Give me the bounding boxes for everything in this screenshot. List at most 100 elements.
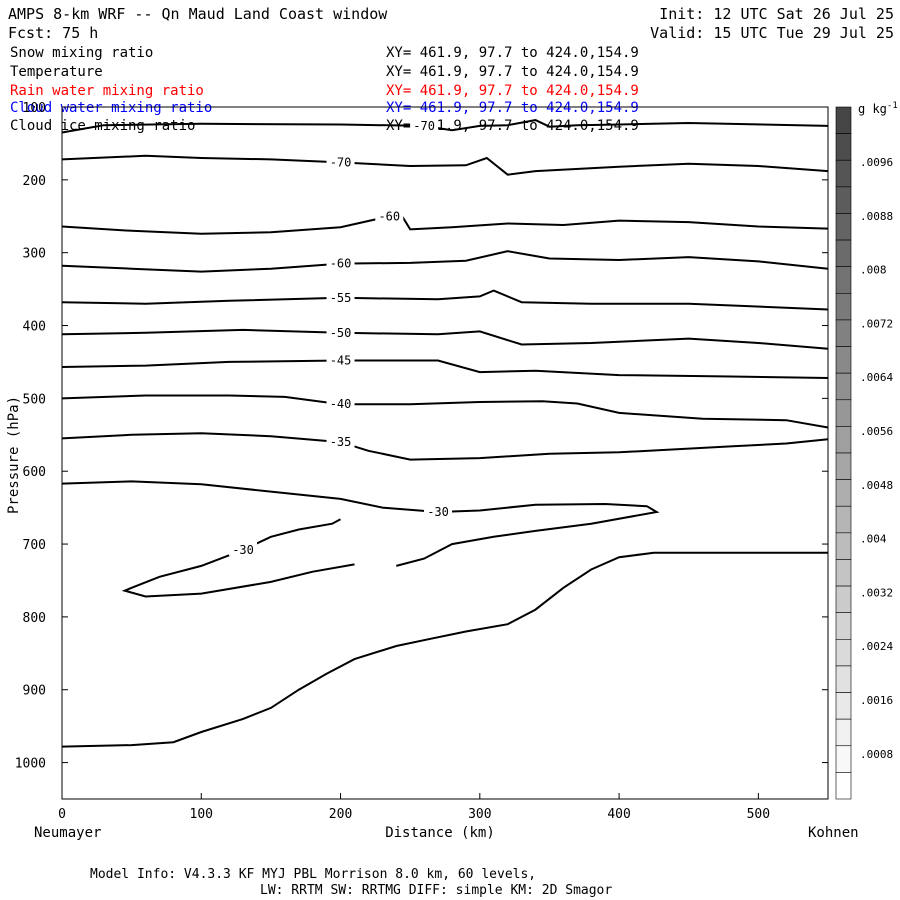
isotherm-label: -30: [232, 543, 254, 557]
colorbar-label: .0088: [860, 210, 893, 223]
isotherm-label-bg: [326, 324, 355, 339]
field-name-rain: Rain water mixing ratio: [10, 83, 204, 99]
y-tick-label: 700: [23, 538, 46, 553]
colorbar-segment: [835, 266, 852, 294]
colorbar-label: .008: [860, 264, 887, 277]
isotherm-line: [61, 480, 660, 567]
init-time: Init: 12 UTC Sat 26 Jul 25: [659, 5, 894, 23]
axis-ticks: 100 200 300 400 500 600 700 800 900 1000 0 100 200 30…: [15, 101, 828, 822]
isotherm-line: [61, 289, 829, 311]
colorbar-segment: [835, 772, 852, 800]
forecast-hour: Fcst: 75 h: [8, 24, 98, 42]
isotherm-line: [61, 432, 829, 461]
x-tick-label: 300: [468, 807, 491, 822]
colorbar-segment: [835, 159, 852, 188]
field-xy-temperature: XY= 461.9, 97.7 to 424.0,154.9: [386, 64, 639, 80]
isotherm-label-bg: [326, 255, 355, 270]
plot-frame: [61, 106, 829, 800]
colorbar-segment: [835, 346, 852, 374]
colorbar-segment: [835, 319, 852, 347]
field-name-snow: Snow mixing ratio: [10, 45, 153, 61]
valid-time: Valid: 15 UTC Tue 29 Jul 25: [650, 24, 894, 42]
field-name-temperature: Temperature: [10, 64, 103, 80]
isotherm-label-bg: [326, 352, 355, 367]
y-tick-label: 200: [23, 174, 46, 189]
colorbar-segment: [835, 532, 852, 560]
colorbar-segment: [835, 692, 852, 720]
y-tick-label: 900: [23, 684, 46, 699]
isotherm-line: [61, 250, 829, 273]
colorbar-segment: [835, 106, 852, 134]
isotherm-label-bg: [326, 396, 355, 411]
colorbar-segment: [835, 372, 852, 401]
model-info-line1: Model Info: V4.3.3 KF MYJ PBL Morrison 8…: [90, 867, 536, 882]
y-tick-label: 600: [23, 465, 46, 480]
colorbar-label: .004: [860, 533, 887, 546]
colorbar-segment: [835, 585, 852, 613]
colorbar-label: .0048: [860, 479, 893, 492]
x-left-station: Neumayer: [34, 825, 101, 841]
isotherm-label-bg: [326, 154, 355, 169]
isotherm-line: [61, 359, 829, 379]
isotherm-label-bg: [424, 504, 453, 519]
isotherm-line: [61, 119, 829, 134]
y-axis-title: Pressure (hPa): [6, 396, 22, 514]
isotherm-label-bg: [326, 434, 355, 449]
field-legend: Snow mixing ratio XY= 461.9, 97.7 to 424…: [10, 45, 639, 134]
field-name-cloud-water: Cloud water mixing ratio: [10, 100, 212, 116]
colorbar-segment: [835, 239, 852, 267]
isotherm-label: -60: [330, 257, 352, 271]
colorbar-segment: [835, 293, 852, 321]
isotherm-label: -70: [413, 119, 435, 133]
colorbar-segment: [835, 639, 852, 667]
colorbar-segment: [835, 426, 852, 454]
isotherm-line: [61, 212, 829, 235]
colorbar-label: .0056: [860, 425, 893, 438]
y-tick-label: 800: [23, 611, 46, 626]
field-xy-snow: XY= 461.9, 97.7 to 424.0,154.9: [386, 45, 639, 61]
x-right-station: Kohnen: [808, 825, 859, 841]
x-axis-title: Distance (km): [385, 825, 495, 841]
isotherm-contours: -70 -70 -60 -60 -55 -50 -45 -40 -35 -30 -30: [61, 117, 829, 748]
colorbar-segment: [835, 186, 852, 214]
isotherm-label-bg: [410, 117, 439, 132]
isotherm-line: [61, 154, 829, 176]
colorbar-label: .0016: [860, 694, 893, 707]
colorbar-segment: [835, 559, 852, 587]
isotherm-label: -70: [330, 155, 352, 169]
colorbar: .0096 .0088 .008 .0072 .0064 .0056 .0048 .004 .0…: [835, 106, 893, 800]
x-tick-label: 0: [58, 807, 66, 822]
x-tick-label: 400: [607, 807, 630, 822]
colorbar-segment: [835, 612, 852, 640]
isotherm-line: [61, 328, 829, 350]
y-tick-label: 500: [23, 392, 46, 407]
colorbar-label: .0032: [860, 586, 893, 599]
x-tick-label: 100: [190, 807, 213, 822]
colorbar-label: .0064: [860, 371, 893, 384]
isotherm-label: -55: [330, 291, 352, 305]
colorbar-label: .0096: [860, 156, 893, 169]
colorbar-segment: [835, 213, 852, 241]
colorbar-segment: [835, 745, 852, 773]
field-xy-cloud-water: XY= 461.9, 97.7 to 424.0,154.9: [386, 100, 639, 116]
y-tick-label: 100: [23, 101, 46, 116]
isotherm-label: -35: [330, 435, 352, 449]
y-tick-label: 400: [23, 320, 46, 335]
isotherm-label: -50: [330, 326, 352, 340]
isotherm-label: -60: [378, 209, 400, 223]
colorbar-segment: [835, 452, 852, 480]
field-xy-rain: XY= 461.9, 97.7 to 424.0,154.9: [386, 83, 639, 99]
colorbar-segment: [835, 133, 852, 161]
x-tick-label: 200: [329, 807, 352, 822]
colorbar-segment: [835, 399, 852, 427]
isotherm-label: -30: [427, 505, 449, 519]
terrain-outline: [61, 551, 828, 748]
isotherm-line: [121, 518, 355, 598]
y-tick-label: 1000: [15, 757, 46, 772]
colorbar-label: .0024: [860, 640, 893, 653]
isotherm-label-bg: [229, 541, 258, 556]
y-tick-label: 300: [23, 247, 46, 262]
isotherm-label-bg: [375, 208, 404, 223]
colorbar-label: .0008: [860, 748, 893, 761]
